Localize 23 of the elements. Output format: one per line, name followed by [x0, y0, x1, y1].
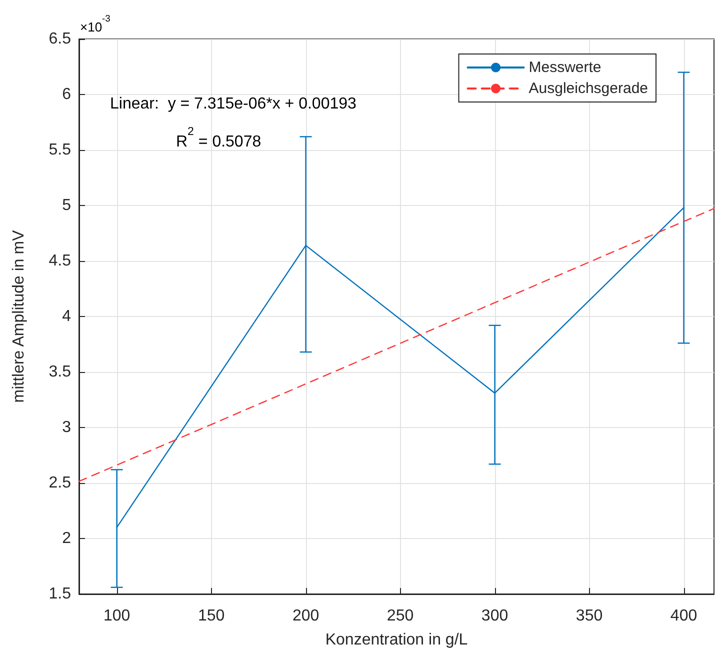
- y-tick-label: 5.5: [48, 142, 72, 158]
- x-tick-label: 350: [576, 608, 603, 624]
- y-tick-label: 1.5: [48, 586, 72, 602]
- y-tick-label: 4.5: [48, 252, 72, 270]
- y-tick-label: 2: [62, 530, 72, 547]
- y-tick-label: 3.5: [48, 364, 72, 380]
- y-tick-label: 6: [62, 86, 72, 103]
- x-tick-label: 400: [670, 608, 698, 624]
- y-tick-label: 6.5: [48, 30, 72, 48]
- y-tick-label: 4: [62, 308, 72, 325]
- x-tick-label: 300: [481, 608, 508, 624]
- annotation: Linear: y = 7.315e-06*x + 0.00193: [110, 96, 357, 112]
- y-axis-title: mittlere Amplitude in mV: [10, 230, 28, 403]
- x-tick-label: 150: [198, 608, 225, 624]
- y-tick-label: 3: [62, 419, 72, 436]
- y-tick-label: 2.5: [48, 474, 72, 492]
- legend-label: Ausgleichsgerade: [528, 80, 648, 97]
- legend-label: Messwerte: [528, 59, 602, 76]
- x-tick-label: 250: [386, 608, 414, 624]
- y-tick-label: 5: [62, 197, 72, 214]
- x-tick-label: 200: [292, 608, 320, 624]
- x-tick-label: 100: [103, 608, 130, 624]
- x-axis-title: Konzentration in g/L: [325, 632, 468, 648]
